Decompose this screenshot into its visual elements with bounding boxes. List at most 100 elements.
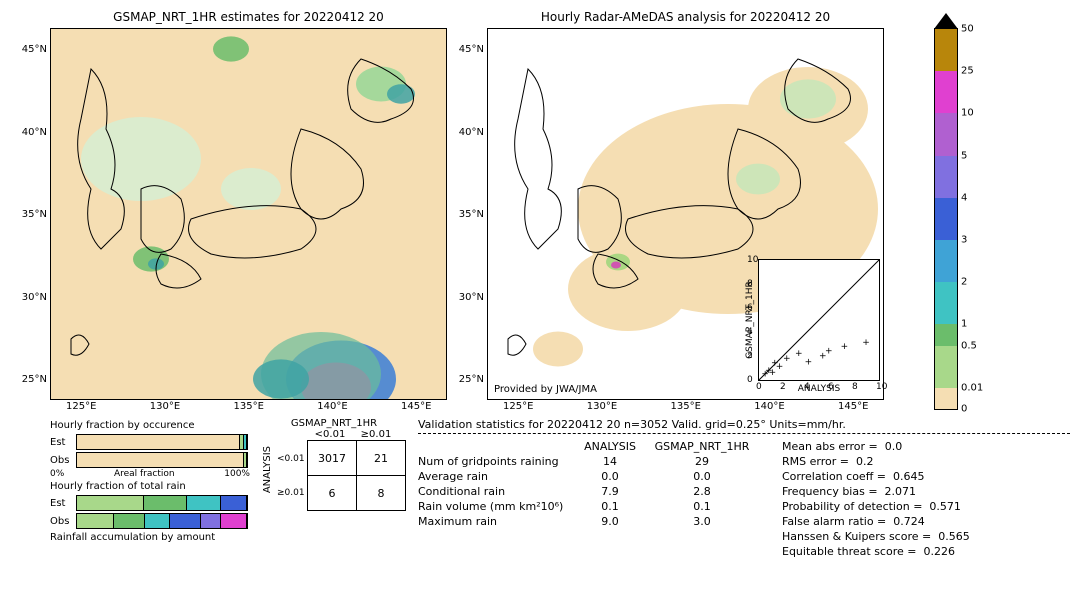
ytick: 30°N (22, 292, 47, 303)
map1-title: GSMAP_NRT_1HR estimates for 20220412 20 (50, 10, 447, 24)
ct-r0: <0.01 (277, 454, 307, 464)
svg-text:+: + (862, 338, 870, 348)
colorbar-arrow-icon (934, 13, 958, 29)
ytick: 40°N (459, 127, 484, 138)
est-tot-bar (76, 495, 248, 511)
contingency-panel: GSMAP_NRT_1HR ANALYSIS <0.01≥0.01 <0.01≥… (262, 418, 406, 511)
map2-title: Hourly Radar-AMeDAS analysis for 2022041… (487, 10, 884, 24)
stat-row: Conditional rain7.92.8 (418, 485, 752, 498)
ytick: 25°N (22, 374, 47, 385)
xtick: 145°E (401, 401, 431, 412)
obs-tot-bar (76, 513, 248, 529)
stat-row: Maximum rain9.03.0 (418, 515, 752, 528)
metric-row: Correlation coeff = 0.645 (782, 470, 970, 483)
colorbar-seg (935, 198, 957, 240)
scatter-inset: ++++++++++++ ANALYSIS GSMAP_NRT_1HR00224… (758, 259, 880, 381)
ytick: 30°N (459, 292, 484, 303)
stat-row: Rain volume (mm km²10⁶)0.10.1 (418, 500, 752, 513)
ct-11: 8 (357, 476, 406, 511)
ytick: 35°N (459, 209, 484, 220)
obs-label: Obs (50, 455, 76, 466)
colorbar-tick: 0 (961, 404, 967, 415)
colorbar-seg (935, 324, 957, 345)
est-label2: Est (50, 498, 76, 509)
colorbar-tick: 50 (961, 24, 974, 35)
stats-h0: ANALYSIS (580, 440, 640, 453)
xtick: 135°E (234, 401, 264, 412)
colorbar-tick: 25 (961, 66, 974, 77)
colorbar-tick: 5 (961, 150, 967, 161)
xtick: 125°E (66, 401, 96, 412)
svg-text:+: + (805, 357, 813, 367)
stats-h1: GSMAP_NRT_1HR (652, 440, 752, 453)
metric-row: Probability of detection = 0.571 (782, 500, 970, 513)
colorbar-seg (935, 113, 957, 155)
xaxis-2: 100% (224, 469, 250, 479)
colorbar-seg (935, 240, 957, 282)
xtick: 140°E (317, 401, 347, 412)
colorbar-seg (935, 71, 957, 113)
tot-title: Hourly fraction of total rain (50, 481, 250, 492)
xtick: 130°E (150, 401, 180, 412)
ct-row-header: ANALYSIS (262, 446, 273, 493)
colorbar-tick: 3 (961, 234, 967, 245)
colorbar-seg (935, 346, 957, 388)
est-label: Est (50, 437, 76, 448)
ytick: 40°N (22, 127, 47, 138)
xtick: 145°E (838, 401, 868, 412)
xtick: 140°E (754, 401, 784, 412)
ct-table: 301721 68 (307, 440, 406, 511)
ct-00: 3017 (308, 441, 357, 476)
stat-row: Average rain0.00.0 (418, 470, 752, 483)
attribution: Provided by JWA/JMA (494, 384, 597, 395)
ct-c0: <0.01 (307, 429, 353, 440)
colorbar-seg (935, 388, 957, 409)
map1-box: 45°N40°N35°N30°N25°N125°E130°E135°E140°E… (50, 28, 447, 400)
xtick: 135°E (671, 401, 701, 412)
metric-row: Frequency bias = 2.071 (782, 485, 970, 498)
colorbar-tick: 2 (961, 277, 967, 288)
map2-box: 45°N40°N35°N30°N25°N125°E130°E135°E140°E… (487, 28, 884, 400)
obs-occ-bar (76, 452, 248, 468)
colorbar: 502510543210.50.010 (934, 28, 958, 410)
top-row: GSMAP_NRT_1HR estimates for 20220412 20 … (10, 10, 1070, 410)
stats-left-col: ANALYSIS GSMAP_NRT_1HR Num of gridpoints … (418, 438, 752, 560)
est-occ-bar (76, 434, 248, 450)
coastline (51, 29, 446, 399)
ytick: 45°N (459, 44, 484, 55)
obs-label2: Obs (50, 516, 76, 527)
occ-title: Hourly fraction by occurence (50, 420, 250, 431)
xtick: 125°E (503, 401, 533, 412)
svg-text:+: + (841, 342, 849, 352)
metric-row: False alarm ratio = 0.724 (782, 515, 970, 528)
xtick: 130°E (587, 401, 617, 412)
map1-panel: GSMAP_NRT_1HR estimates for 20220412 20 … (50, 10, 447, 410)
ct-r1: ≥0.01 (277, 488, 307, 498)
ct-01: 21 (357, 441, 406, 476)
colorbar-tick: 0.01 (961, 382, 983, 393)
stat-row: Num of gridpoints raining1429 (418, 455, 752, 468)
svg-text:+: + (795, 349, 803, 359)
ytick: 35°N (22, 209, 47, 220)
xaxis-0: 0% (50, 469, 64, 479)
colorbar-tick: 1 (961, 319, 967, 330)
metric-row: RMS error = 0.2 (782, 455, 970, 468)
svg-text:+: + (825, 347, 833, 357)
ytick: 25°N (459, 374, 484, 385)
stats-panel: Validation statistics for 20220412 20 n=… (418, 418, 1070, 560)
colorbar-tick: 10 (961, 108, 974, 119)
acc-title: Rainfall accumulation by amount (50, 532, 250, 543)
ytick: 45°N (22, 44, 47, 55)
colorbar-seg (935, 29, 957, 71)
colorbar-tick: 4 (961, 192, 967, 203)
map2-panel: Hourly Radar-AMeDAS analysis for 2022041… (487, 10, 884, 410)
stats-title: Validation statistics for 20220412 20 n=… (418, 418, 1070, 431)
colorbar-wrap: 502510543210.50.010 (904, 10, 958, 410)
ct-col-header: GSMAP_NRT_1HR (262, 418, 406, 429)
colorbar-tick: 0.5 (961, 340, 977, 351)
svg-text:+: + (783, 354, 791, 364)
metric-row: Hanssen & Kuipers score = 0.565 (782, 530, 970, 543)
bottom-row: Hourly fraction by occurence Est Obs 0% A… (10, 418, 1070, 560)
metric-row: Mean abs error = 0.0 (782, 440, 970, 453)
ct-10: 6 (308, 476, 357, 511)
